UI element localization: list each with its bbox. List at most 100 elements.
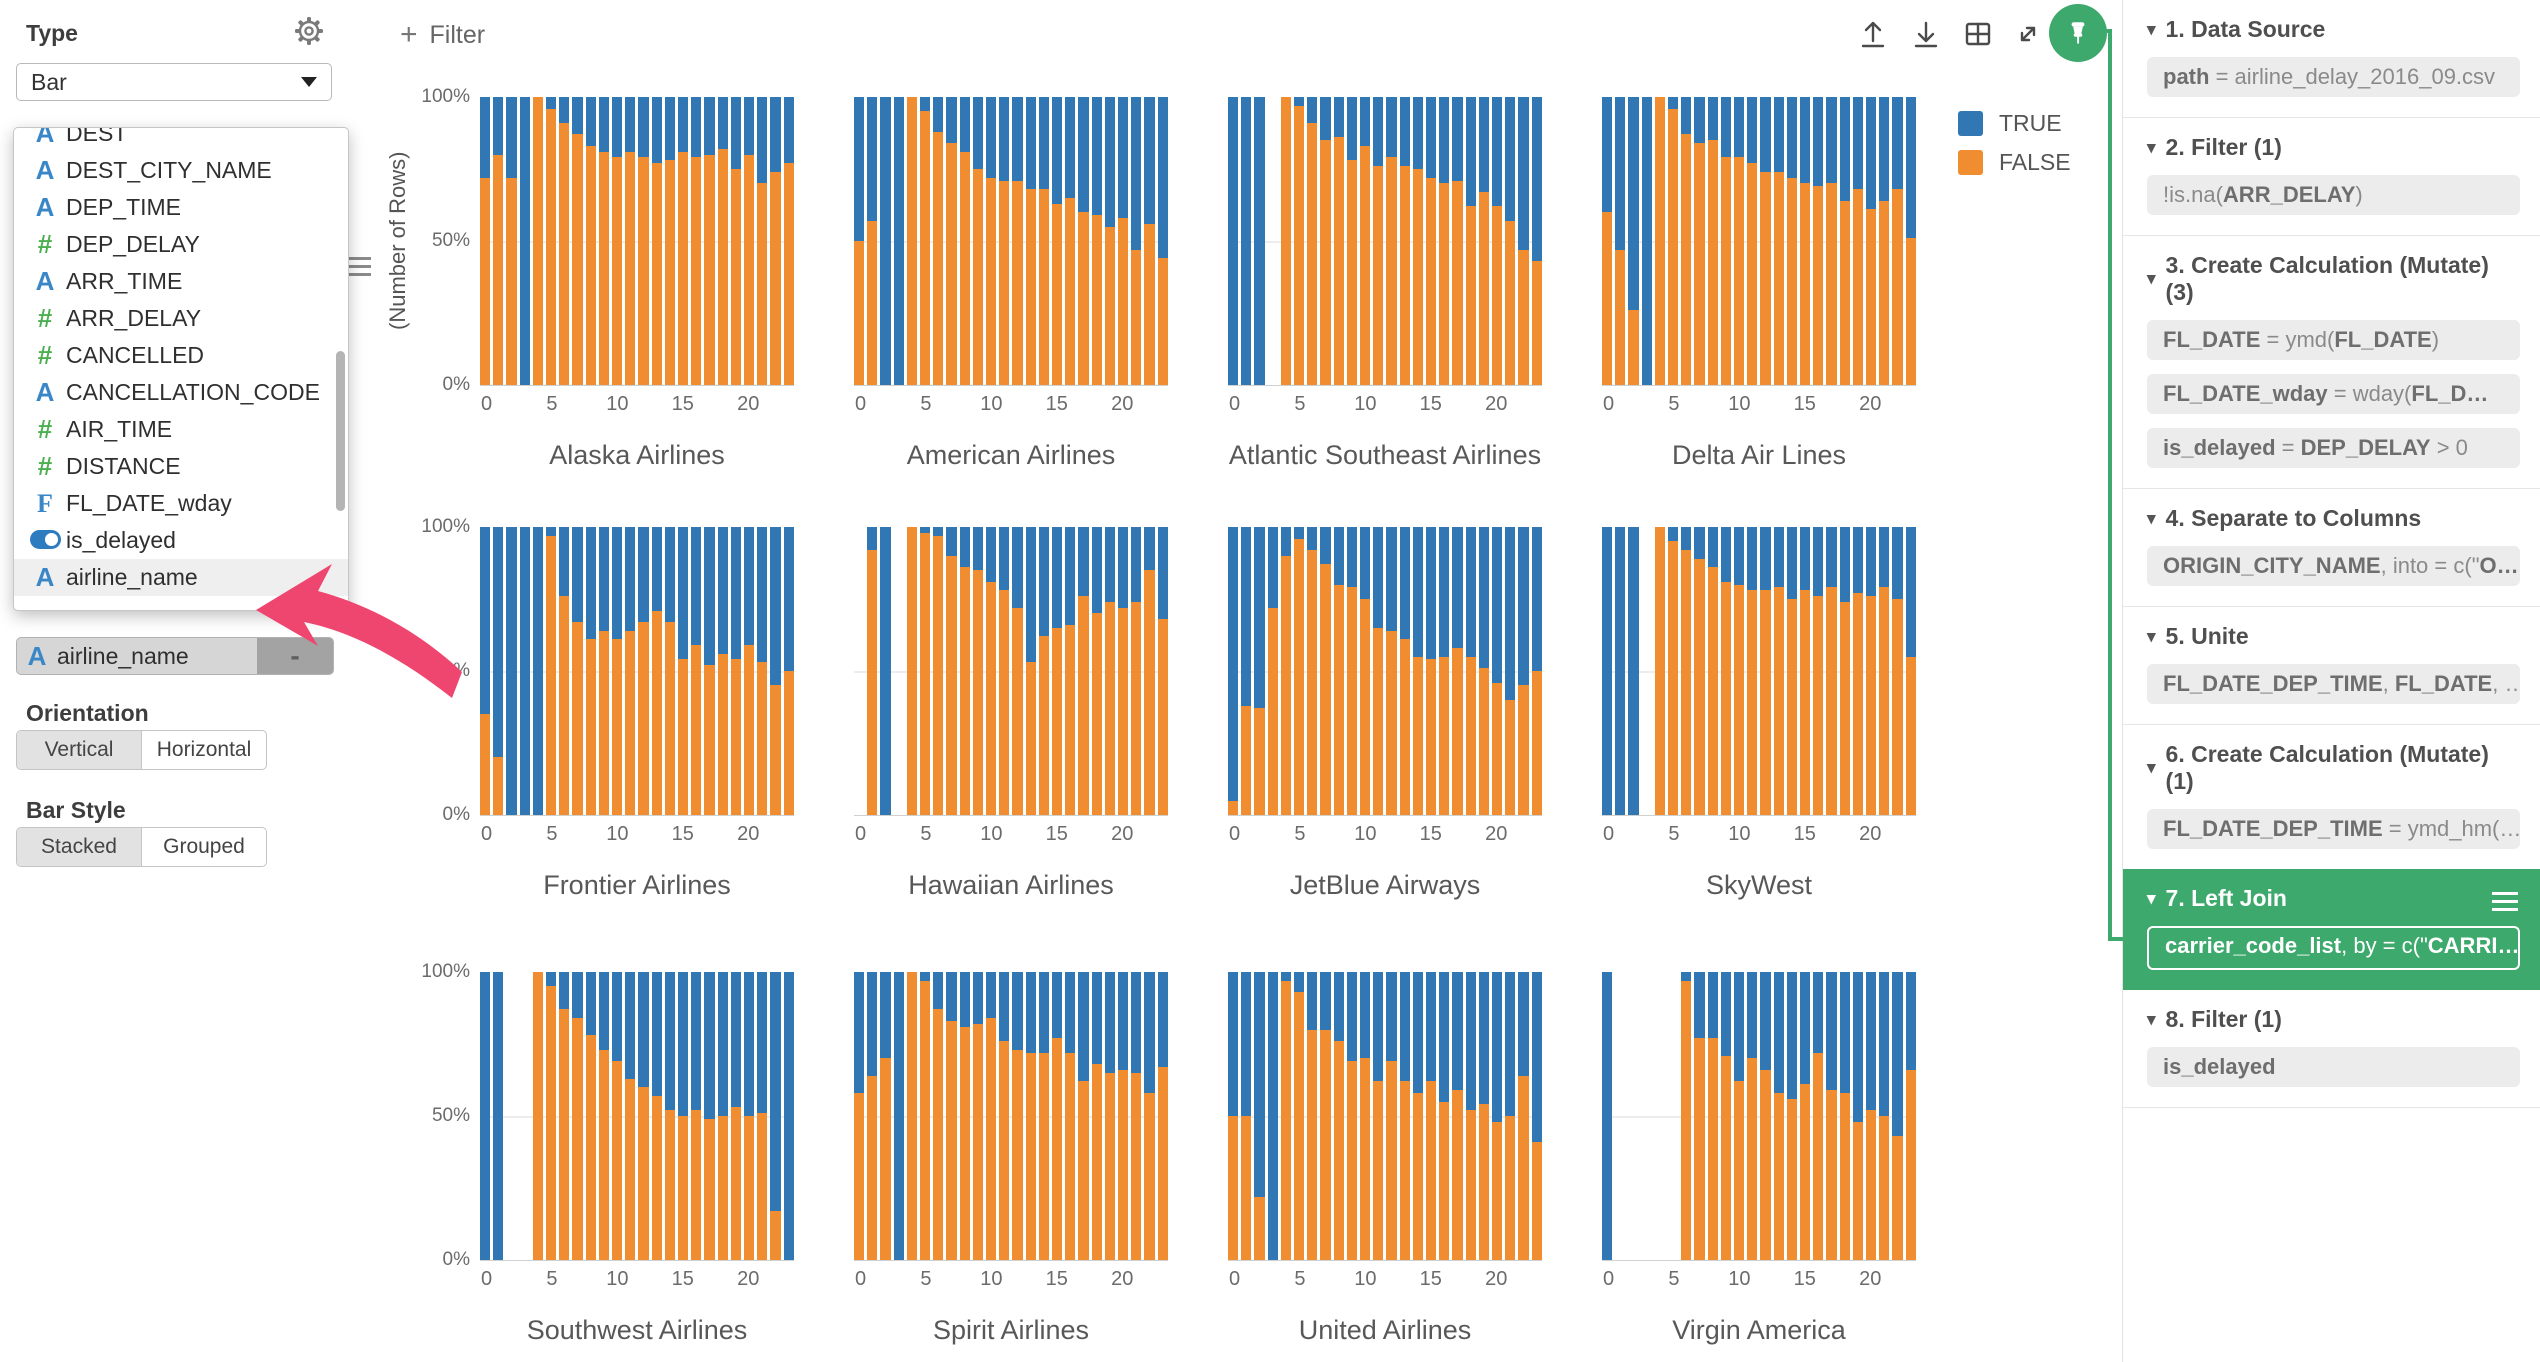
step-pill[interactable]: !is.na(ARR_DELAY) xyxy=(2147,175,2520,215)
dropdown-item-is_delayed[interactable]: is_delayed xyxy=(14,522,348,559)
bar-segment-false xyxy=(1025,189,1036,385)
bar-segment-true xyxy=(1747,527,1758,591)
facet-chart-jetblue-airways[interactable] xyxy=(1228,527,1542,816)
step-header[interactable]: ▾ 8. Filter (1) xyxy=(2147,1006,2520,1033)
bar-slot xyxy=(638,527,649,815)
bar-slot xyxy=(1465,527,1476,815)
bar-segment-false xyxy=(1294,105,1305,385)
bar-segment-false xyxy=(1078,596,1089,815)
dropdown-item-distance[interactable]: # DISTANCE xyxy=(14,448,348,485)
remove-field-button[interactable]: - xyxy=(257,638,333,674)
bar-slot xyxy=(783,97,794,385)
bar-segment-false xyxy=(933,1009,944,1260)
bar-segment-false xyxy=(704,154,715,385)
facet-chart-virgin-america[interactable] xyxy=(1602,972,1916,1261)
bar-segment-true xyxy=(770,97,781,172)
bar-slot xyxy=(559,972,570,1260)
bar-slot xyxy=(493,527,504,815)
step-header[interactable]: ▾ 1. Data Source xyxy=(2147,16,2520,43)
download-icon[interactable] xyxy=(1908,16,1944,52)
x-tick-label: 10 xyxy=(606,393,629,415)
bar-slot xyxy=(1280,97,1292,385)
bar-segment-true xyxy=(546,527,557,536)
step-header[interactable]: ▾ 6. Create Calculation (Mutate) (1) xyxy=(2147,741,2520,795)
field-menu-icon[interactable] xyxy=(344,252,371,281)
facet-chart-american-airlines[interactable] xyxy=(854,97,1168,386)
bar-segment-true xyxy=(867,527,878,551)
step-pill[interactable]: ORIGIN_CITY_NAME, into = c("O… xyxy=(2147,546,2520,586)
type-label: Type xyxy=(26,20,78,46)
dropdown-item-air_time[interactable]: # AIR_TIME xyxy=(14,411,348,448)
step-pill[interactable]: FL_DATE = ymd(FL_DATE) xyxy=(2147,320,2520,360)
orientation-vertical-button[interactable]: Vertical xyxy=(17,731,141,769)
facet-chart-alaska-airlines[interactable] xyxy=(480,97,794,386)
facet-chart-southwest-airlines[interactable] xyxy=(480,972,794,1261)
collapse-triangle-icon: ▾ xyxy=(2147,137,2156,157)
bar-slot xyxy=(493,972,504,1260)
dropdown-item-dest_city_name[interactable]: A DEST_CITY_NAME xyxy=(14,152,348,189)
dropdown-item-fl_date_wday[interactable]: F FL_DATE_wday xyxy=(14,485,348,522)
facet-chart-hawaiian-airlines[interactable] xyxy=(854,527,1168,816)
step-pill[interactable]: is_delayed = DEP_DELAY > 0 xyxy=(2147,428,2520,468)
step-header[interactable]: ▾ 7. Left Join xyxy=(2147,885,2520,912)
bar-slot xyxy=(1025,97,1036,385)
step-header[interactable]: ▾ 3. Create Calculation (Mutate) (3) xyxy=(2147,252,2520,306)
bar-slot xyxy=(1038,97,1050,385)
dropdown-item-arr_time[interactable]: A ARR_TIME xyxy=(14,263,348,300)
step-pill[interactable]: is_delayed xyxy=(2147,1047,2520,1087)
x-tick-label: 5 xyxy=(1294,393,1306,415)
add-filter-button[interactable]: + Filter xyxy=(400,18,485,52)
bar-segment-false xyxy=(1078,212,1089,385)
dropdown-item-dep_time[interactable]: A DEP_TIME xyxy=(14,189,348,226)
bar-slot xyxy=(585,972,596,1260)
bar-slot xyxy=(572,972,583,1260)
legend-item-true[interactable]: TRUE xyxy=(1958,110,2071,137)
bar-slot xyxy=(1813,97,1824,385)
settings-gear-icon[interactable] xyxy=(292,14,326,48)
facet-chart-atlantic-southeast-airlines[interactable] xyxy=(1228,97,1542,386)
selected-field-chip[interactable]: A airline_name - xyxy=(16,637,334,675)
table-icon[interactable] xyxy=(1960,16,1996,52)
facet-chart-spirit-airlines[interactable] xyxy=(854,972,1168,1261)
orientation-horizontal-button[interactable]: Horizontal xyxy=(141,731,266,769)
dropdown-item-cancellation_code[interactable]: A CANCELLATION_CODE xyxy=(14,374,348,411)
step-pill[interactable]: FL_DATE_wday = wday(FL_D… xyxy=(2147,374,2520,414)
step-header[interactable]: ▾ 4. Separate to Columns xyxy=(2147,505,2520,532)
x-tick-label: 10 xyxy=(606,1268,629,1290)
bar-segment-false xyxy=(1800,590,1811,815)
bar-slot xyxy=(1531,972,1542,1260)
facet-chart-united-airlines[interactable] xyxy=(1228,972,1542,1261)
facet-chart-frontier-airlines[interactable] xyxy=(480,527,794,816)
step-menu-icon[interactable] xyxy=(2492,887,2518,916)
step-header[interactable]: ▾ 2. Filter (1) xyxy=(2147,134,2520,161)
bar-segment-false xyxy=(1307,122,1318,385)
step-pill[interactable]: FL_DATE_DEP_TIME, FL_DATE, … xyxy=(2147,664,2520,704)
bar-style-stacked-button[interactable]: Stacked xyxy=(17,828,141,866)
dropdown-item-arr_delay[interactable]: # ARR_DELAY xyxy=(14,300,348,337)
legend-item-false[interactable]: FALSE xyxy=(1958,149,2071,176)
dropdown-item-label: ARR_TIME xyxy=(66,268,183,294)
facet-chart-skywest[interactable] xyxy=(1602,527,1916,816)
chart-type-select[interactable]: Bar xyxy=(16,63,332,101)
bar-style-grouped-button[interactable]: Grouped xyxy=(141,828,266,866)
bar-segment-false xyxy=(717,653,728,815)
step-2: ▾ 2. Filter (1) !is.na(ARR_DELAY) xyxy=(2123,118,2540,236)
upload-icon[interactable] xyxy=(1855,16,1891,52)
step-header[interactable]: ▾ 5. Unite xyxy=(2147,623,2520,650)
bar-segment-true xyxy=(1412,972,1424,1093)
dropdown-item-dep_delay[interactable]: # DEP_DELAY xyxy=(14,226,348,263)
dropdown-item-dest[interactable]: A DEST xyxy=(14,128,348,152)
bar-slot xyxy=(1386,972,1397,1260)
expand-icon[interactable] xyxy=(2010,16,2046,52)
step-pill[interactable]: path = airline_delay_2016_09.csv xyxy=(2147,57,2520,97)
x-tick-label: 20 xyxy=(1485,823,1508,845)
bar-slot xyxy=(1615,527,1626,815)
facet-chart-delta-air-lines[interactable] xyxy=(1602,97,1916,386)
dropdown-scrollbar[interactable] xyxy=(336,351,345,511)
dropdown-item-cancelled[interactable]: # CANCELLED xyxy=(14,337,348,374)
step-pill[interactable]: FL_DATE_DEP_TIME = ymd_hm(… xyxy=(2147,809,2520,849)
pin-button[interactable] xyxy=(2049,4,2107,62)
bar-slot xyxy=(1813,972,1824,1260)
bar-segment-true xyxy=(867,972,878,1076)
step-pill[interactable]: carrier_code_list, by = c("CARRI… xyxy=(2147,926,2520,970)
